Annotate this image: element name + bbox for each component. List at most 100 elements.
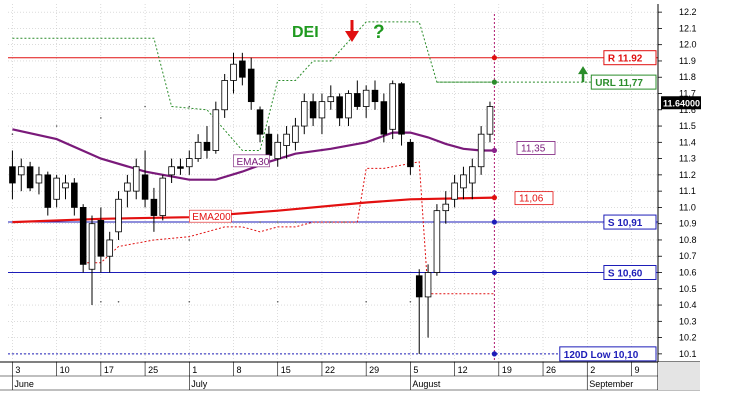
y-tick-label: 10.9: [679, 219, 697, 229]
candle-body: [380, 101, 388, 135]
candle-body: [460, 174, 467, 189]
ema30-name-box: [233, 154, 270, 168]
trail-dot: [55, 125, 58, 127]
trail-dot: [294, 221, 297, 223]
candles: [9, 52, 494, 354]
candle-body: [415, 275, 423, 298]
candle-body: [477, 133, 485, 168]
candle-body: [9, 166, 16, 184]
resistance-step-line: [12, 21, 495, 151]
x-tick-label: 15: [281, 365, 291, 375]
candle-body: [424, 272, 432, 298]
candle-body: [265, 133, 273, 156]
candle-body: [141, 174, 149, 200]
ema30-value-text: 11,35: [521, 143, 546, 154]
today-markers: [491, 55, 497, 357]
level-label-low-box: [559, 346, 657, 362]
candle-body: [177, 166, 184, 169]
candle-body: [35, 174, 43, 184]
candle-body: [274, 141, 282, 159]
trail-dot: [188, 239, 191, 241]
y-tick-label: 11.1: [679, 186, 696, 196]
x-tick-label: 25: [148, 365, 158, 375]
candle-body: [194, 141, 202, 159]
y-tick-label: 11.7: [679, 89, 696, 99]
level-label-url-text: URL 11,77: [595, 78, 643, 89]
x-tick-label: 12: [458, 365, 468, 375]
trail-dot: [276, 221, 279, 223]
x-tick-label: 3: [15, 365, 20, 375]
y-tick-label: 12.0: [679, 40, 697, 50]
candle-body: [203, 141, 211, 151]
ticker-label: DEI: [292, 24, 319, 41]
candle-body: [362, 89, 370, 107]
y-tick-label: 11.0: [679, 202, 696, 212]
x-tick-label: 2: [590, 365, 595, 375]
candle-body: [345, 93, 352, 119]
level-labels: R 11.92 URL 11,77 S 10,91 S 10,60 120D Low 1…: [188, 50, 701, 362]
candle-body: [115, 198, 122, 233]
candle-body: [451, 182, 458, 200]
y-tick-label: 11.3: [679, 154, 696, 164]
down-arrow-icon: [345, 20, 359, 42]
y-tick-label: 11.9: [679, 56, 696, 66]
level-label-s2-box: [603, 265, 657, 280]
today-marker: [491, 351, 497, 357]
trail-dot: [188, 300, 191, 303]
trail-dot: [343, 221, 345, 223]
y-tick-label: 11.6: [679, 105, 696, 115]
level-label-low-text: 120D Low 10,10: [564, 350, 639, 361]
x-tick-label: 19: [502, 365, 512, 375]
x-tick-label: 9: [634, 365, 639, 375]
y-tick-label: 10.6: [679, 268, 697, 278]
current-price-tag: [661, 96, 701, 110]
x-tick-label: 22: [325, 365, 335, 375]
candle-body: [44, 174, 52, 208]
candle-body: [292, 125, 299, 143]
y-tick-label: 10.4: [679, 300, 697, 310]
y-tick-label: 11.5: [679, 121, 696, 131]
candle-body: [71, 182, 78, 208]
ema200-value-text: 11,06: [519, 194, 544, 205]
x-tick-label: 8: [237, 365, 242, 375]
today-marker: [491, 269, 497, 276]
candle-body: [371, 89, 379, 103]
ema30-value-box: [516, 141, 556, 155]
x-tick-label: 1: [192, 365, 197, 375]
ema200-name-text: EMA200: [192, 212, 231, 223]
candle-body: [79, 207, 87, 265]
level-label-s1-box: [603, 214, 657, 230]
candle-body: [354, 93, 361, 107]
x-tick-label: 10: [60, 365, 70, 375]
candle-body: [230, 63, 237, 81]
trail-dot: [329, 221, 332, 223]
candle-body: [327, 96, 335, 103]
candle-body: [469, 166, 476, 184]
level-label-r-text: R 11.92: [608, 54, 643, 65]
trail-dot: [144, 105, 146, 108]
current-price-text: 11.64000: [663, 98, 700, 108]
candle-body: [97, 220, 105, 257]
today-marker: [491, 79, 497, 85]
y-tick-label: 12.2: [679, 7, 697, 17]
level-label-s2-text: S 10,60: [608, 269, 643, 280]
today-marker: [491, 55, 497, 61]
axes: 12.2 12.1 12.0 11.9 11.8 11.7 11.6 11.5 11.4 11.3…: [0, 4, 700, 391]
candle-body: [389, 83, 396, 130]
up-arrow-head: [578, 66, 588, 75]
ema200-value-box: [514, 191, 554, 206]
candle-body: [88, 223, 96, 270]
trail-dot: [259, 221, 261, 223]
y-tick-label: 10.5: [679, 284, 697, 294]
trail-dot: [365, 300, 367, 303]
y-tick-label: 10.1: [679, 349, 697, 359]
trail-dot: [100, 300, 102, 303]
candle-body: [212, 109, 220, 151]
ema30-name-text: EMA30: [237, 157, 270, 168]
candle-body: [106, 239, 113, 257]
candle-body: [256, 109, 264, 135]
x-tick-label: 17: [104, 365, 114, 375]
candle-body: [433, 210, 441, 273]
candle-body: [150, 198, 158, 216]
